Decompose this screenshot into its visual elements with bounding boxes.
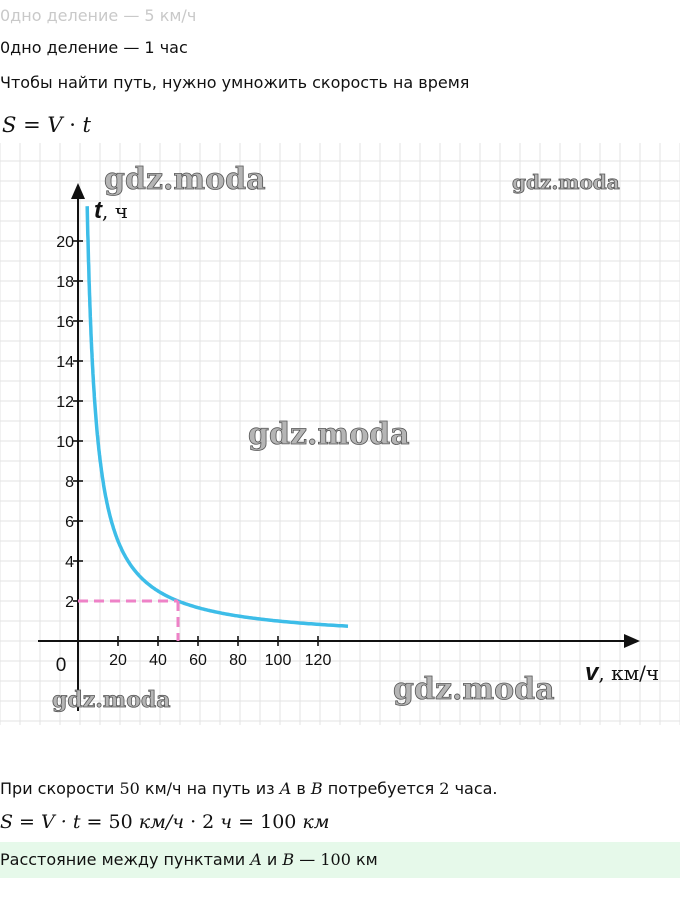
scale-speed-note: 0дно деление — 5 км/ч [0,6,197,25]
scale-time-note: 0дно деление — 1 час [0,38,188,57]
x-tick-label: 100 [265,652,292,669]
answer-box: Расстояние между пунктами A и B — 100 км [0,842,680,878]
y-tick-label: 2 [65,594,74,611]
x-axis-variable: v [585,659,600,686]
y-tick-label: 14 [56,354,74,371]
y-tick-label: 10 [56,434,74,451]
highlight-guides [78,599,180,641]
y-tick-label: 8 [65,474,74,491]
watermarks: gdz.moda gdz.moda gdz.moda gdz.moda gdz.moda [52,162,621,714]
y-axis-unit: , ч [102,199,128,223]
solution-text: При скорости 50 км/ч на путь из A в B по… [0,779,498,798]
x-tick-label: 20 [109,652,127,669]
origin-label: 0 [56,655,67,676]
x-axis-label: v, км/ч [585,659,659,686]
y-axis-variable: t [94,197,103,224]
watermark: gdz.moda [248,417,410,452]
y-axis-arrow [71,183,85,199]
watermark: gdz.moda [393,672,555,707]
x-tick-label: 60 [189,652,207,669]
x-axis-unit: , км/ч [598,661,659,685]
grid [0,140,680,725]
y-tick-label: 18 [56,274,74,291]
series-curve [85,206,349,628]
x-tick-label: 120 [305,652,332,669]
x-axis-arrow [624,634,640,648]
method-note: Чтобы найти путь, нужно умножить скорост… [0,73,470,92]
ticks: 20 40 60 80 100 120 2 4 6 8 10 12 14 16 18 20 0 [56,234,332,676]
time-speed-chart: 20 40 60 80 100 120 2 4 6 8 10 12 14 16 18 20 0 t, ч v, к… [0,140,680,725]
solution-formula: S = V · t = 50 км/ч · 2 ч = 100 км [0,811,330,833]
y-tick-label: 6 [65,514,74,531]
path-formula: S = V · t [2,113,91,137]
chart: 20 40 60 80 100 120 2 4 6 8 10 12 14 16 18 20 0 t, ч v, к… [0,140,680,725]
axis-labels: t, ч v, км/ч [94,197,659,686]
x-tick-label: 80 [229,652,247,669]
watermark: gdz.moda [104,162,266,197]
x-tick-label: 40 [149,652,167,669]
watermark: gdz.moda [512,170,620,194]
watermark: gdz.moda [52,687,171,713]
y-tick-label: 12 [56,394,74,411]
y-tick-label: 4 [65,554,74,571]
y-tick-label: 16 [56,314,74,331]
y-tick-label: 20 [56,234,74,251]
y-axis-label: t, ч [94,197,128,224]
